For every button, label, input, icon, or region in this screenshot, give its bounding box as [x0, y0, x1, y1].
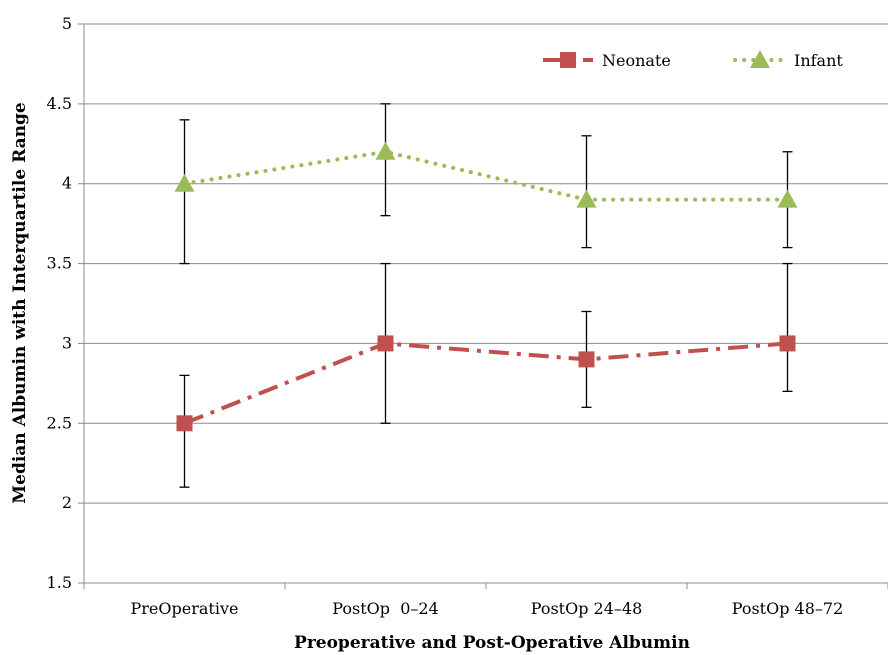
legend-neonate-marker [560, 52, 576, 68]
neonate-point [779, 335, 796, 352]
y-tick-label: 2 [62, 493, 72, 512]
x-tick-label: PreOperative [131, 599, 239, 618]
neonate-point [176, 415, 193, 432]
y-tick-label: 1.5 [47, 573, 72, 592]
y-tick-label: 4.5 [47, 94, 72, 113]
legend-infant-label: Infant [794, 51, 843, 70]
neonate-point [578, 351, 595, 368]
legend-neonate-label: Neonate [602, 51, 671, 70]
y-tick-label: 4 [62, 174, 72, 193]
infant-point [777, 189, 798, 208]
infant-point [174, 173, 195, 192]
series-markers [174, 141, 798, 432]
y-tick-label: 3 [62, 333, 72, 352]
legend-infant-marker [750, 50, 770, 68]
infant-point [375, 141, 396, 160]
x-tick-label: PostOp 48–72 [732, 599, 844, 618]
neonate-point [377, 335, 394, 352]
series-lines [182, 149, 790, 426]
legend: Neonate Infant [543, 50, 843, 70]
y-tick-label: 3.5 [47, 254, 72, 273]
y-tick-label: 2.5 [47, 413, 72, 432]
y-tick-label: 5 [62, 14, 72, 33]
y-axis-title: Median Albumin with Interquartile Range [10, 102, 30, 504]
infant-point [576, 189, 597, 208]
x-tick-labels: PreOperative PostOp 0–24 PostOp 24–48 PostO… [131, 599, 844, 618]
x-tick-label: PostOp 0–24 [332, 599, 438, 618]
y-tick-labels: 1.5 2 2.5 3 3.5 4 4.5 5 [47, 14, 72, 592]
neonate-line [183, 341, 788, 426]
infant-line [182, 149, 790, 202]
x-axis-title: Preoperative and Post-Operative Albumin [294, 633, 690, 653]
x-tick-label: PostOp 24–48 [531, 599, 643, 618]
error-bars [179, 103, 793, 488]
gridlines [78, 23, 888, 589]
